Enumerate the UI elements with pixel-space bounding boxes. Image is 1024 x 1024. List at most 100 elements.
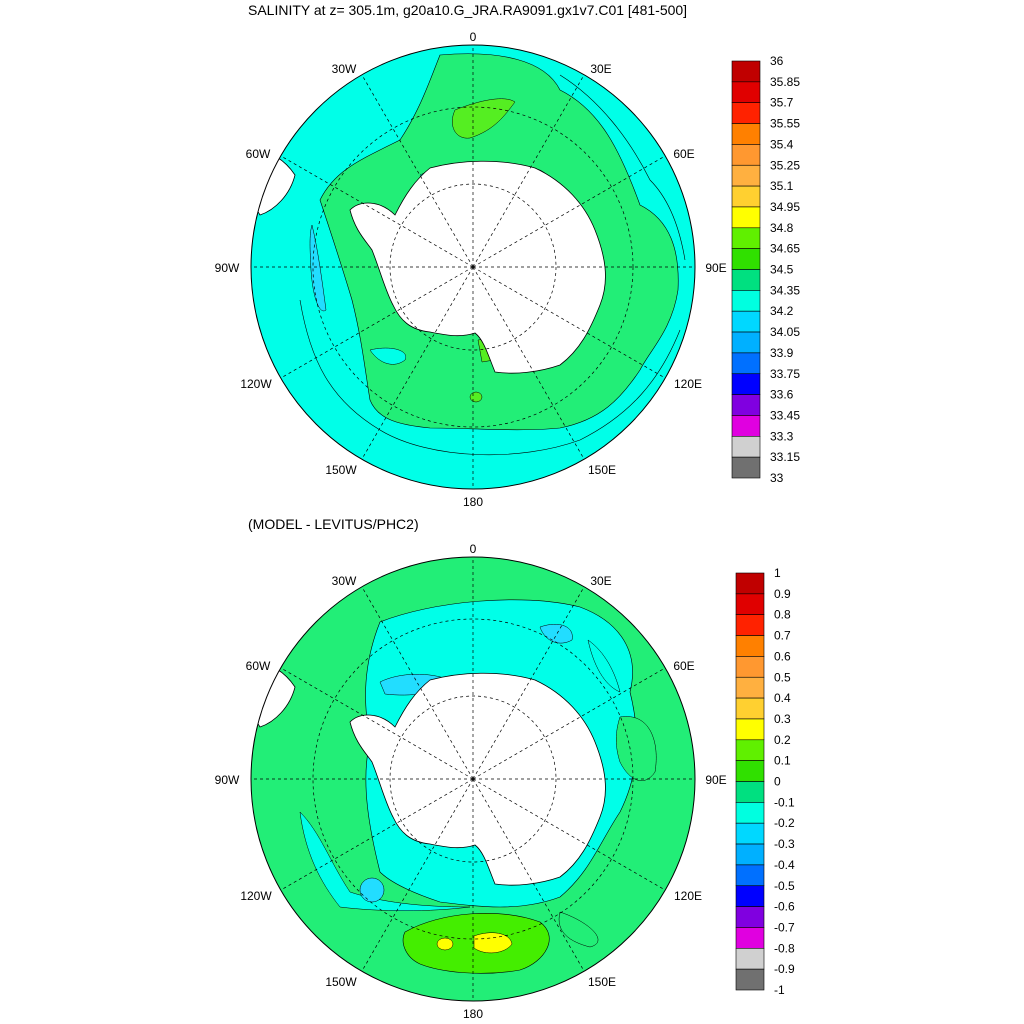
colorbar-label: 34.65: [770, 242, 800, 256]
anomaly-yellow-patch: [436, 937, 454, 951]
colorbar-label: 0.1: [774, 754, 791, 768]
lon-label-90w: 90W: [215, 773, 240, 787]
lon-label-150e: 150E: [588, 975, 616, 989]
colorbar-label: 34.8: [770, 221, 794, 235]
lon-label-120w: 120W: [240, 377, 272, 391]
colorbar-label: 0: [774, 775, 781, 789]
colorbar-swatch: [735, 760, 765, 782]
salinity-contour: [559, 74, 686, 261]
colorbar-label: 35.25: [770, 158, 800, 172]
colorbar-swatch: [731, 144, 761, 166]
lon-label-150w: 150W: [325, 975, 357, 989]
lon-label-30w: 30W: [332, 574, 357, 588]
colorbar-swatch: [731, 310, 761, 333]
lon-label-60e: 60E: [673, 659, 694, 673]
colorbar-label: 33.9: [770, 346, 794, 360]
colorbar-label: 35.85: [770, 75, 800, 89]
colorbar-swatch: [735, 697, 765, 720]
colorbar-swatch: [731, 227, 761, 249]
colorbar-swatch: [735, 864, 765, 887]
lon-label-150w: 150W: [325, 463, 357, 477]
colorbar-label: 34.2: [770, 304, 794, 318]
colorbar-swatch: [731, 415, 761, 437]
colorbar-label: 35.7: [770, 96, 794, 110]
colorbar-label: 0.2: [774, 733, 791, 747]
colorbar-label: -0.8: [774, 941, 795, 955]
colorbar-swatch: [735, 781, 765, 803]
lon-label-180: 180: [463, 1007, 483, 1021]
lon-label-30e: 30E: [590, 62, 611, 76]
colorbar-swatch: [735, 927, 765, 949]
colorbar-swatch: [735, 947, 765, 970]
colorbar-label: 0.5: [774, 670, 791, 684]
colorbar-label: 0.8: [774, 608, 791, 622]
anomaly-cyan-region: [587, 639, 621, 693]
colorbar-label: -0.7: [774, 920, 795, 934]
colorbar-swatch: [735, 614, 765, 636]
colorbar-label: -0.3: [774, 837, 795, 851]
colorbar-swatch: [735, 739, 765, 761]
colorbar-label: 34.35: [770, 283, 800, 297]
colorbar-swatch: [735, 843, 765, 866]
colorbar-label: 34.95: [770, 200, 800, 214]
colorbar-swatch: [735, 635, 765, 657]
colorbar-swatch: [735, 906, 765, 928]
colorbar-label: -0.4: [774, 858, 795, 872]
lon-label-0: 0: [470, 30, 477, 44]
colorbar-label: 33.15: [770, 450, 800, 464]
colorbar-swatch: [731, 352, 761, 375]
colorbar-label: -0.9: [774, 962, 795, 976]
anomaly-fields: [251, 557, 695, 1001]
colorbar-label: 33.75: [770, 367, 800, 381]
colorbar-swatch: [731, 435, 761, 458]
colorbar-swatch: [731, 331, 761, 354]
colorbar-label: -0.2: [774, 816, 795, 830]
colorbar-swatch: [731, 290, 761, 312]
salinity-colorbar: 36 35.85 35.7 35.55 35.4 35.25 35.1 34.95 34.8 34…: [731, 54, 800, 485]
map-boundary: [250, 556, 696, 1002]
colorbar-swatch: [731, 102, 761, 124]
anomaly-blue-region: [359, 877, 385, 903]
lon-label-60w: 60W: [246, 147, 271, 161]
colorbar-label: 0.7: [774, 629, 791, 643]
colorbar-swatch: [731, 164, 761, 187]
lon-label-120e: 120E: [674, 889, 702, 903]
salinity-fields: [251, 45, 695, 489]
colorbar-label: 35.1: [770, 179, 794, 193]
anomaly-cyan-region: [299, 811, 471, 911]
colorbar-label: 36: [770, 54, 784, 68]
colorbar-swatch: [735, 822, 765, 845]
lon-label-180: 180: [463, 495, 483, 509]
lon-label-90e: 90E: [705, 773, 726, 787]
colorbar-label: 35.55: [770, 117, 800, 131]
anomaly-map: 0 30E 60E 90E 120E 150E 180 150W 120W 90…: [215, 542, 795, 1021]
salinity-lime-patch: [452, 98, 516, 139]
lon-label-30e: 30E: [590, 574, 611, 588]
colorbar-swatch: [735, 968, 765, 991]
lon-label-90w: 90W: [215, 261, 240, 275]
colorbar-label: 0.4: [774, 691, 791, 705]
colorbar-swatch: [735, 802, 765, 824]
colorbar-label: 33.6: [770, 388, 794, 402]
colorbar-swatch: [731, 248, 761, 270]
anomaly-green-pocket: [558, 911, 599, 948]
colorbar-label: -0.6: [774, 900, 795, 914]
lon-label-150e: 150E: [588, 463, 616, 477]
colorbar-swatch: [731, 185, 761, 208]
lon-label-120e: 120E: [674, 377, 702, 391]
colorbar-label: 33.45: [770, 408, 800, 422]
colorbar-label: 0.3: [774, 712, 791, 726]
lon-label-0: 0: [470, 542, 477, 556]
top-plot-title: SALINITY at z= 305.1m, g20a10.G_JRA.RA90…: [248, 2, 688, 18]
colorbar-swatch: [735, 676, 765, 699]
colorbar-swatch: [731, 206, 761, 229]
anomaly-colorbar: 1 0.9 0.8 0.7 0.6 0.5 0.4 0.3 0.2 0.1 0 -0.1 -0.2 -0.…: [735, 566, 795, 997]
map-boundary: [250, 44, 696, 490]
colorbar-label: 34.5: [770, 263, 794, 277]
lon-label-30w: 30W: [332, 62, 357, 76]
lon-label-90e: 90E: [705, 261, 726, 275]
colorbar-label: 33.3: [770, 429, 794, 443]
antarctica-land: [349, 160, 606, 374]
colorbar-swatch: [735, 593, 765, 615]
lon-label-60e: 60E: [673, 147, 694, 161]
